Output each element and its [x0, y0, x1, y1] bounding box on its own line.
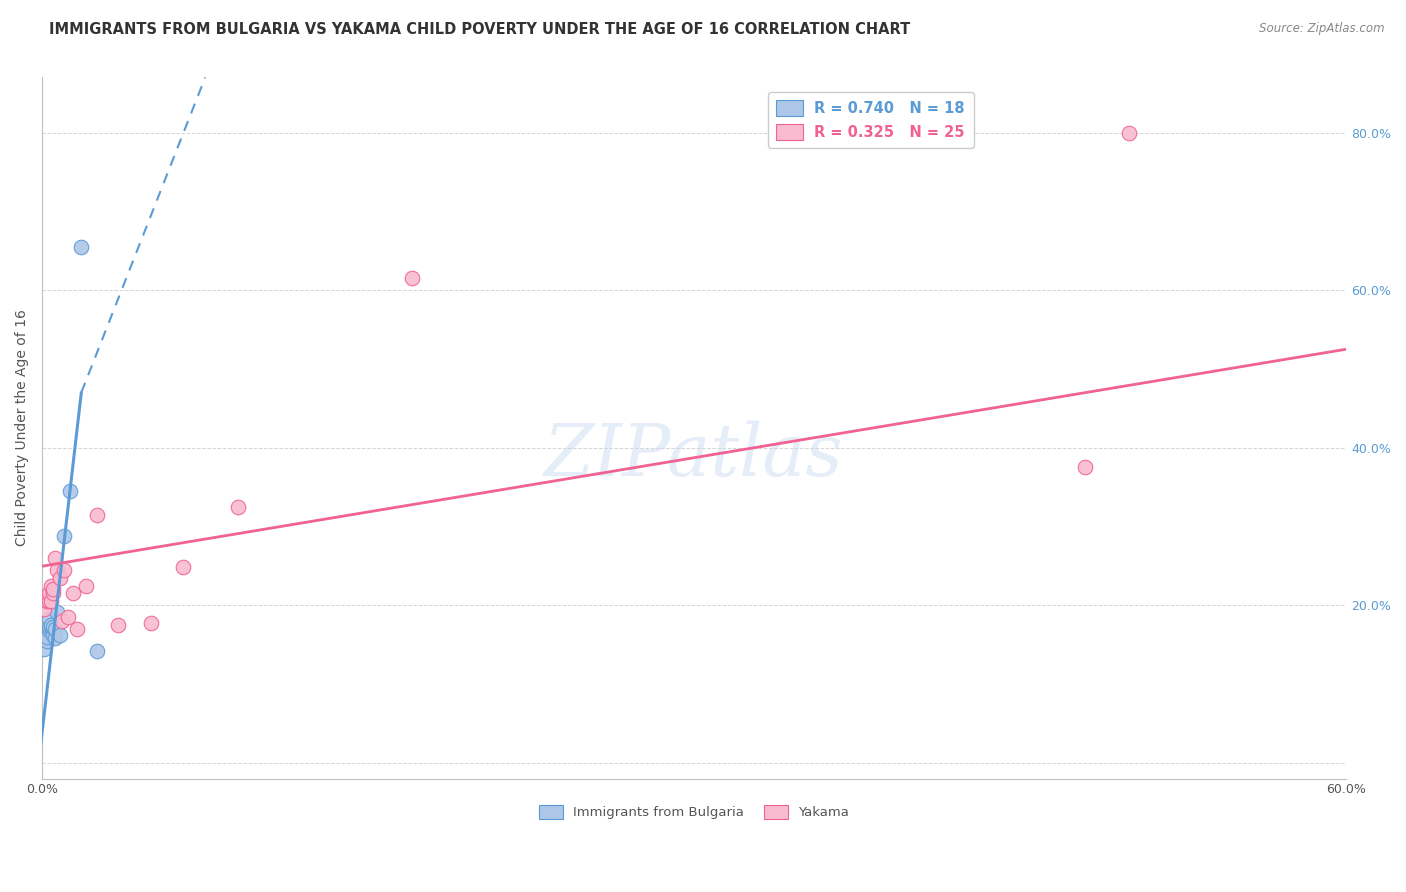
Point [172, 560, 194, 574]
Point [139, 615, 162, 630]
Point [42, 628, 65, 642]
Point [39, 618, 62, 632]
Point [42, 586, 65, 600]
Point [70, 240, 93, 254]
Point [62, 586, 84, 600]
Point [48, 628, 70, 642]
Legend: Immigrants from Bulgaria, Yakama: Immigrants from Bulgaria, Yakama [534, 799, 855, 824]
Point [86, 508, 108, 522]
Point [51, 614, 73, 628]
Text: IMMIGRANTS FROM BULGARIA VS YAKAMA CHILD POVERTY UNDER THE AGE OF 16 CORRELATION: IMMIGRANTS FROM BULGARIA VS YAKAMA CHILD… [49, 22, 911, 37]
Point [1118, 126, 1140, 140]
Point [42, 620, 65, 634]
Point [46, 563, 69, 577]
Point [38, 594, 60, 608]
Point [59, 483, 82, 498]
Point [39, 620, 62, 634]
Point [52, 563, 75, 577]
Point [39, 578, 62, 592]
Point [1074, 460, 1097, 475]
Point [35, 594, 58, 608]
Point [52, 529, 75, 543]
Point [38, 586, 60, 600]
Point [86, 644, 108, 658]
Point [34, 641, 56, 656]
Point [66, 622, 89, 636]
Point [44, 551, 66, 566]
Point [58, 610, 80, 624]
Point [48, 571, 70, 585]
Point [107, 618, 129, 632]
Point [34, 602, 56, 616]
Point [44, 622, 66, 636]
Point [35, 633, 58, 648]
Point [35, 630, 58, 644]
Y-axis label: Child Poverty Under the Age of 16: Child Poverty Under the Age of 16 [15, 310, 30, 547]
Point [44, 632, 66, 646]
Text: Source: ZipAtlas.com: Source: ZipAtlas.com [1260, 22, 1385, 36]
Point [38, 619, 60, 633]
Point [401, 271, 423, 285]
Point [39, 594, 62, 608]
Point [226, 500, 249, 514]
Point [42, 582, 65, 597]
Point [46, 605, 69, 619]
Point [38, 612, 60, 626]
Point [75, 578, 97, 592]
Point [38, 624, 60, 638]
Text: ZIPatlas: ZIPatlas [544, 421, 844, 491]
